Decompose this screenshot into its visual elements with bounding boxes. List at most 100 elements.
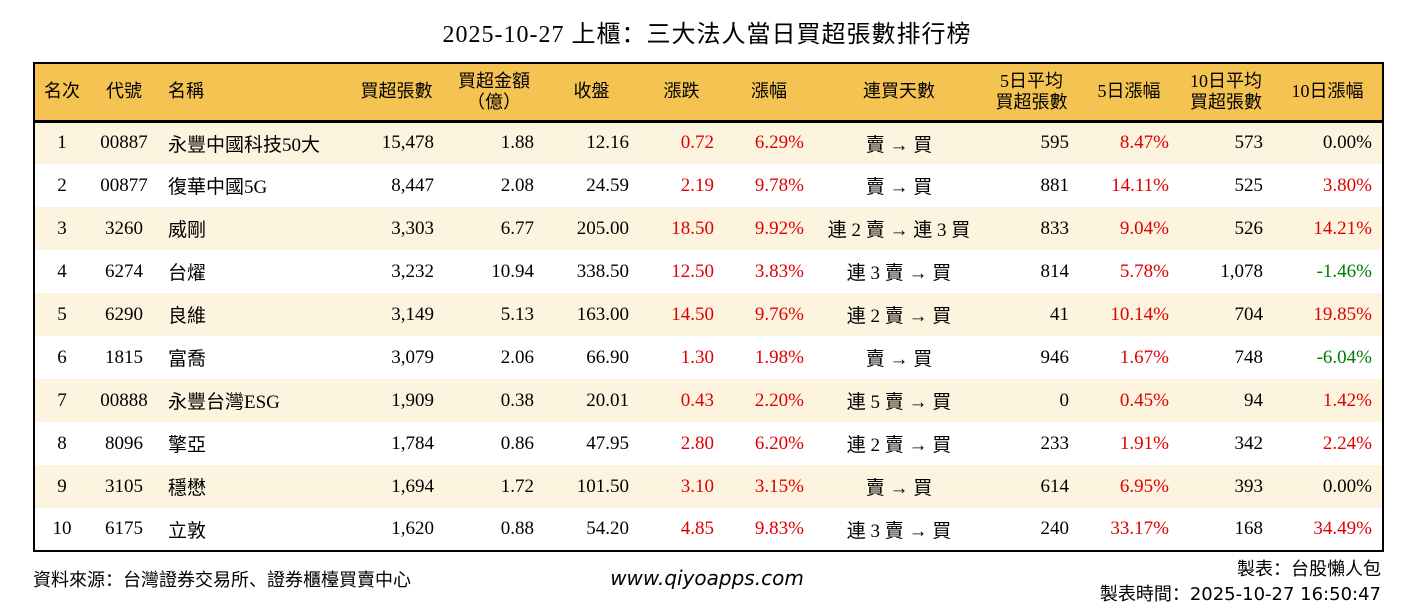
cell-change_pct: 3.15% [724, 465, 814, 508]
cell-change: 4.85 [680, 518, 714, 539]
table-row: 8 8096 擎亞 1,784 0.86 47.95 2.80 6.20% 連 2 賣 → 買 2… [34, 422, 1383, 465]
cell-close: 24.59 [586, 174, 629, 196]
cell-streak: 連 2 賣 → 買 [814, 293, 984, 336]
cell-change_pct: 6.29% [724, 121, 814, 164]
cell-pct5: 6.95% [1079, 465, 1179, 508]
report-footer: 資料來源：台灣證券交易所、證券櫃檯買賣中心 www.qiyoapps.com 製… [33, 560, 1381, 610]
cell-code: 1815 [105, 346, 143, 368]
cell-pct5: 8.47% [1079, 121, 1179, 164]
cell-pct5: 0.45% [1079, 379, 1179, 422]
cell-rank: 5 [34, 293, 89, 336]
cell-net_buy_amount: 0.88 [500, 518, 534, 539]
cell-streak: 賣 → 買 [814, 121, 984, 164]
column-header-pct5: 5日漲幅 [1079, 63, 1179, 123]
cell-rank: 8 [57, 432, 67, 454]
column-header-close: 收盤 [544, 63, 639, 123]
cell-streak: 賣 → 買 [865, 177, 933, 198]
cell-name: 立敦 [168, 520, 207, 542]
cell-close: 66.90 [586, 346, 629, 368]
table-row: 7 00888 永豐台灣ESG 1,909 0.38 20.01 0.43 2.20% 連 5 … [34, 379, 1383, 422]
cell-pct10: 19.85% [1273, 293, 1383, 336]
cell-change_pct: 9.83% [754, 518, 804, 539]
cell-net_buy_lots: 1,784 [391, 432, 434, 454]
cell-net_buy_amount: 6.77 [444, 207, 544, 250]
cell-avg10_lots: 526 [1179, 207, 1273, 250]
cell-change: 2.80 [680, 432, 714, 454]
column-header-code: 代號 [89, 63, 159, 123]
made-time-line: 製表時間：2025-10-27 16:50:47 [1100, 585, 1381, 604]
cell-pct10: 3.80% [1322, 174, 1372, 196]
cell-change: 2.19 [680, 174, 714, 196]
cell-name: 永豐中國科技50大 [159, 121, 349, 164]
cell-rank: 4 [57, 260, 67, 282]
cell-name: 復華中國5G [168, 177, 268, 198]
cell-pct5: 14.11% [1111, 174, 1169, 196]
cell-net_buy_lots: 3,149 [349, 293, 444, 336]
cell-pct5: 1.67% [1119, 346, 1169, 368]
cell-change: 3.10 [639, 465, 724, 508]
cell-streak: 連 2 賣 → 買 [846, 435, 952, 456]
cell-rank: 2 [57, 174, 67, 196]
cell-avg5_lots: 240 [1040, 518, 1070, 539]
cell-code: 00888 [89, 379, 159, 422]
cell-change: 0.72 [639, 121, 724, 164]
column-header-change_pct: 漲幅 [724, 63, 814, 123]
column-header-avg10_lots: 10日平均 買超張數 [1179, 63, 1273, 123]
cell-net_buy_lots: 1,909 [349, 379, 444, 422]
cell-code: 00877 [100, 174, 148, 196]
cell-pct5: 9.04% [1079, 207, 1179, 250]
cell-avg10_lots: 168 [1234, 518, 1264, 539]
cell-avg5_lots: 41 [984, 293, 1079, 336]
cell-streak: 連 3 賣 → 買 [846, 263, 952, 284]
cell-pct10: -1.46% [1316, 260, 1372, 282]
column-header-net_buy_lots: 買超張數 [349, 63, 444, 123]
cell-avg10_lots: 573 [1179, 121, 1273, 164]
table-row: 4 6274 台燿 3,232 10.94 338.50 12.50 3.83% 連 3 賣 →… [34, 250, 1383, 293]
cell-streak: 連 5 賣 → 買 [814, 379, 984, 422]
table-header-row: 名次 代號 名稱 買超張數 買超金額 （億） 收盤 漲跌 漲幅 連買天數 5日平均 買超張數 5日漲幅 1… [34, 63, 1383, 123]
cell-change_pct: 9.92% [724, 207, 814, 250]
cell-avg10_lots: 393 [1179, 465, 1273, 508]
cell-net_buy_lots: 8,447 [391, 174, 434, 196]
cell-streak: 連 2 賣 → 連 3 買 [814, 207, 984, 250]
cell-net_buy_amount: 0.38 [444, 379, 544, 422]
table-row: 9 3105 穩懋 1,694 1.72 101.50 3.10 3.15% 賣 → 買 614 6… [34, 465, 1383, 508]
table-row: 10 6175 立敦 1,620 0.88 54.20 4.85 9.83% 連 3 賣 → 買… [34, 508, 1383, 551]
table-header: 名次 代號 名稱 買超張數 買超金額 （億） 收盤 漲跌 漲幅 連買天數 5日平均 買超張數 5日漲幅 1… [34, 63, 1383, 123]
column-header-streak: 連買天數 [814, 63, 984, 123]
table-row: 1 00887 永豐中國科技50大 15,478 1.88 12.16 0.72 6.29% 賣… [34, 121, 1383, 164]
cell-avg10_lots: 94 [1179, 379, 1273, 422]
cell-rank: 10 [52, 518, 72, 539]
made-time-label: 製表時間： [1099, 584, 1190, 604]
cell-pct10: 34.49% [1313, 518, 1372, 539]
cell-avg10_lots: 342 [1234, 432, 1264, 454]
cell-code: 00887 [89, 121, 159, 164]
column-header-avg5_lots: 5日平均 買超張數 [984, 63, 1079, 123]
cell-net_buy_lots: 15,478 [349, 121, 444, 164]
cell-streak: 賣 → 買 [865, 349, 933, 370]
cell-net_buy_lots: 1,620 [391, 518, 434, 539]
page-title: 2025-10-27 上櫃：三大法人當日買超張數排行榜 [442, 22, 972, 48]
cell-net_buy_lots: 1,694 [349, 465, 444, 508]
cell-code: 6290 [89, 293, 159, 336]
cell-avg10_lots: 748 [1234, 346, 1264, 368]
cell-change: 0.43 [639, 379, 724, 422]
cell-rank: 6 [57, 346, 67, 368]
website-url: www.qiyoapps.com [610, 566, 804, 590]
cell-change: 12.50 [671, 260, 714, 282]
table-row: 5 6290 良維 3,149 5.13 163.00 14.50 9.76% 連 2 賣 → … [34, 293, 1383, 336]
cell-change_pct: 9.76% [724, 293, 814, 336]
cell-change_pct: 1.98% [754, 346, 804, 368]
cell-avg5_lots: 881 [1040, 174, 1070, 196]
made-time-value: 2025-10-27 16:50:47 [1189, 584, 1381, 605]
cell-net_buy_amount: 5.13 [444, 293, 544, 336]
cell-change: 14.50 [639, 293, 724, 336]
column-header-pct10: 10日漲幅 [1273, 63, 1383, 123]
cell-code: 3105 [89, 465, 159, 508]
cell-pct10: -6.04% [1316, 346, 1372, 368]
data-source-note: 資料來源：台灣證券交易所、證券櫃檯買賣中心 [33, 570, 411, 590]
cell-name: 良維 [159, 293, 349, 336]
cell-avg10_lots: 525 [1234, 174, 1264, 196]
cell-avg5_lots: 614 [984, 465, 1079, 508]
column-header-net_buy_amount: 買超金額 （億） [444, 63, 544, 123]
